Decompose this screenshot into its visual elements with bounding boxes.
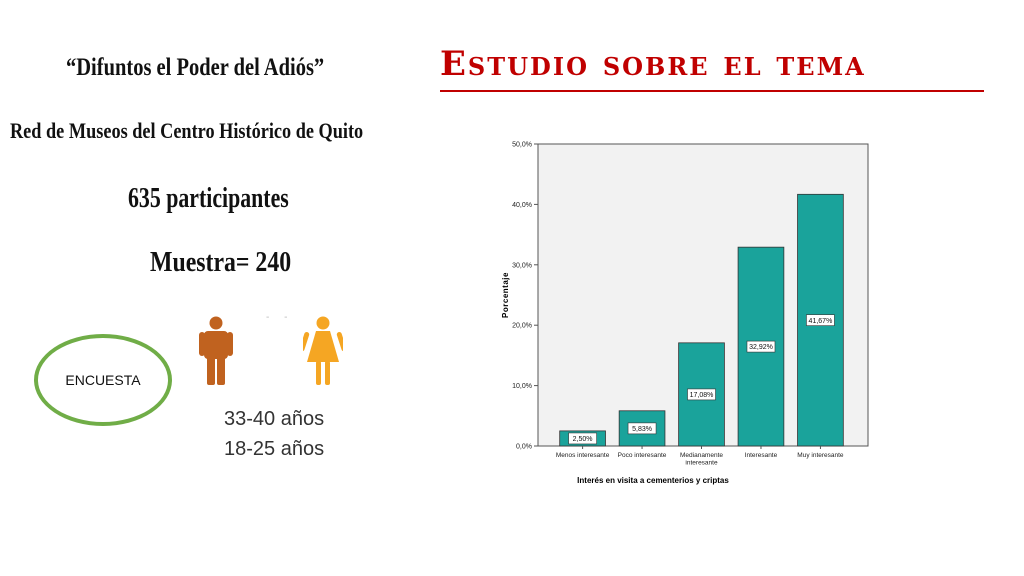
x-tick-label: Interesante [745,452,778,459]
man-icon [199,316,233,385]
sample-size: Muestra= 240 [150,247,292,278]
data-label: 41,67% [809,318,833,325]
presentation-quote-title: “Difuntos el Poder del Adiós” [66,54,325,81]
y-axis-label: Porcentaje [501,272,510,318]
x-tick-label: Muy interesante [797,452,844,459]
y-tick-label: 50,0% [512,142,532,149]
age-ranges: 33-40 años 18-25 años [224,404,324,464]
survey-ellipse [34,334,172,426]
data-label: 17,08% [690,392,714,399]
data-label: 5,83% [632,426,652,433]
data-label: 32,92% [749,344,773,351]
decorative-dots: - - [266,312,294,323]
data-label-box [627,422,657,435]
age-range-female: 18-25 años [224,438,325,460]
y-tick-label: 20,0% [512,323,532,330]
y-tick-label: 0,0% [516,444,532,451]
data-label-box [568,432,597,445]
x-tick-label: Medianamente interesante [680,452,723,467]
x-tick-label: Poco interesante [618,452,667,459]
survey-label: ENCUESTA [65,372,141,388]
data-label: 2,50% [573,436,593,443]
slide-main-title: Estudio sobre el tema [440,44,866,84]
title-underline [440,90,984,92]
participants-count: 635 participantes [128,183,289,214]
data-label-box [806,314,835,326]
y-tick-label: 10,0% [512,383,532,390]
x-tick-label: Menos interesante [556,452,610,459]
bar-chart-svg: 2,50% 5,83% 17,08% 32,92% 41,67% 0,0% 10,0% 20… [501,142,869,485]
data-label-box [687,388,716,401]
y-tick-label: 40,0% [512,202,532,209]
data-label-box [746,340,776,353]
age-range-male: 33-40 años [224,408,325,430]
interest-bar-chart: 2,50% 5,83% 17,08% 32,92% 41,67% 0,0% 10,0% 20… [490,138,880,495]
museum-network-subtitle: Red de Museos del Centro Histórico de Qu… [10,118,364,143]
x-axis-label: Interés en visita a cementerios y cripta… [577,476,729,485]
woman-icon [303,316,343,385]
y-tick-label: 30,0% [512,262,532,269]
